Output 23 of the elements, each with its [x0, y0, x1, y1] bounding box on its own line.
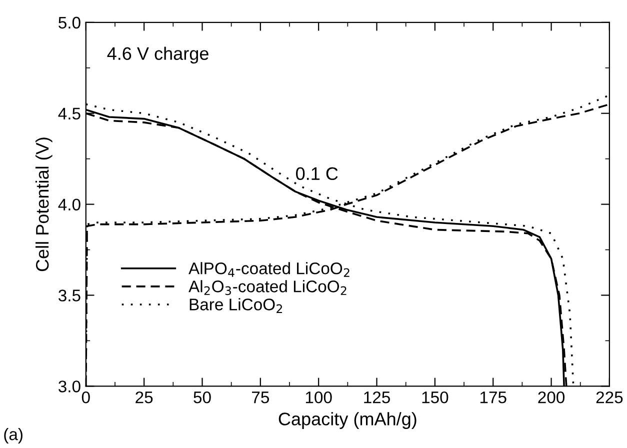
x-axis-title: Capacity (mAh/g) [278, 412, 416, 429]
x-tick-label: 175 [480, 392, 506, 404]
x-tick-label: 200 [538, 391, 565, 404]
x-tick-label: 100 [306, 391, 332, 404]
x-tick-label: 0 [82, 391, 90, 404]
annotation: 4.6 V charge [107, 46, 208, 64]
y-tick-label: 5.0 [58, 16, 80, 29]
x-tick-label: 225 [596, 391, 623, 404]
y-tick-label: 3.5 [58, 290, 80, 302]
legend-label: Bare LiCoO$_{2}$ [190, 298, 282, 313]
legend-label: Al$_{2}$O$_{3}$-coated LiCoO$_{2}$ [188, 280, 346, 296]
y-tick-label: 3.0 [58, 380, 80, 392]
legend-label: AlPO$_{4}$-coated LiCoO$_{2}$ [188, 262, 350, 277]
text: (a) [4, 428, 22, 444]
y-axis-title: Cell Potential (V) [35, 138, 52, 272]
x-tick-label: 50 [194, 391, 211, 404]
y-tick-label: 4.0 [58, 198, 80, 210]
y-tick-label: 4.5 [58, 108, 80, 120]
x-tick-label: 150 [422, 391, 448, 404]
annotation: 0.1 C [296, 167, 338, 180]
x-tick-label: 75 [252, 392, 269, 404]
x-tick-label: 25 [136, 391, 153, 404]
x-tick-label: 125 [364, 391, 390, 404]
